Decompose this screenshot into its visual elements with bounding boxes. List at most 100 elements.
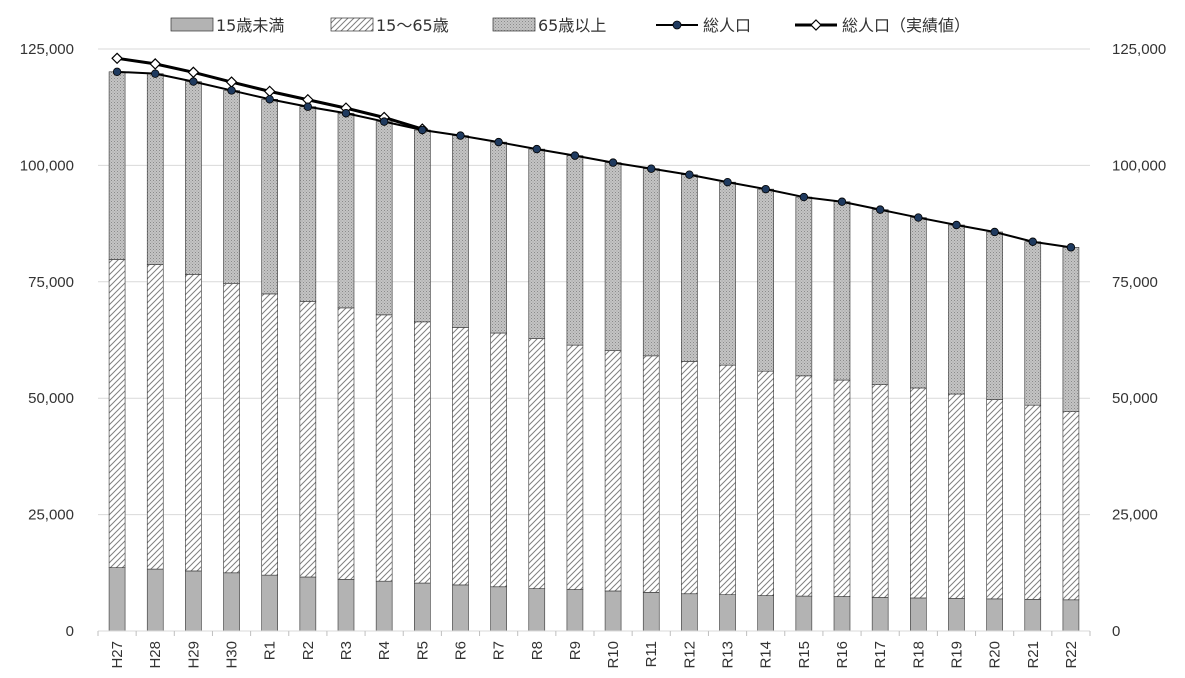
bar-65-plus xyxy=(681,174,698,362)
x-category-label: R11 xyxy=(643,641,660,667)
bar-15-65 xyxy=(375,314,393,582)
y-tick-label: 75,000 xyxy=(28,274,74,291)
total-point xyxy=(837,197,847,206)
bar-15-65 xyxy=(948,393,965,599)
x-category-label: H27 xyxy=(109,641,126,669)
total-point xyxy=(341,109,351,118)
bar-under-15 xyxy=(261,574,278,632)
total-point xyxy=(494,137,503,147)
bar-15-65 xyxy=(185,274,202,572)
x-category-label: R3 xyxy=(338,641,355,660)
bar-under-15 xyxy=(757,595,774,632)
x-category-label: R19 xyxy=(948,641,965,669)
bar-15-65 xyxy=(452,327,469,586)
total-point xyxy=(685,170,694,179)
total-point xyxy=(723,177,732,187)
bar-65-plus xyxy=(146,73,164,265)
bar-15-65 xyxy=(566,344,584,590)
x-category-label: R2 xyxy=(300,641,317,660)
legend-swatch xyxy=(330,17,374,32)
bar-under-15 xyxy=(871,597,889,632)
bar-65-plus xyxy=(795,196,813,377)
total-point xyxy=(227,86,236,95)
legend-marker xyxy=(672,20,682,30)
total-point xyxy=(952,220,961,230)
bar-under-15 xyxy=(986,598,1003,632)
bar-15-65 xyxy=(108,259,126,568)
total-point xyxy=(914,213,923,222)
legend-swatch xyxy=(170,17,214,32)
x-category-label: R14 xyxy=(758,641,775,669)
bar-under-15 xyxy=(490,586,507,632)
bar-65-plus xyxy=(185,81,202,275)
x-category-label: R13 xyxy=(720,641,737,669)
bar-65-plus xyxy=(414,129,431,323)
bar-65-plus xyxy=(375,121,393,316)
y2-tick-label: 0 xyxy=(1112,623,1120,640)
actual-total-point xyxy=(225,76,238,88)
bar-under-15 xyxy=(910,597,927,632)
bar-65-plus xyxy=(757,188,774,372)
x-category-label: R22 xyxy=(1063,641,1080,669)
bar-under-15 xyxy=(642,592,660,632)
x-category-label: R17 xyxy=(872,641,889,669)
bar-65-plus xyxy=(261,98,278,295)
bar-15-65 xyxy=(223,283,240,574)
bar-15-65 xyxy=(719,364,736,595)
x-category-label: R6 xyxy=(452,641,469,660)
bar-65-plus xyxy=(299,106,317,302)
legend-under-15: 15歳未満 xyxy=(170,16,284,35)
x-category-label: R1 xyxy=(262,641,279,660)
actual-total-point xyxy=(111,52,123,65)
y-tick-label: 125,000 xyxy=(20,41,74,58)
bar-65-plus xyxy=(1024,241,1042,406)
total-point xyxy=(379,117,389,126)
legend-marker xyxy=(810,19,822,31)
x-category-label: R5 xyxy=(414,641,431,660)
bar-under-15 xyxy=(795,595,813,632)
bar-under-15 xyxy=(528,588,546,632)
bar-15-65 xyxy=(1024,404,1042,600)
total-point xyxy=(1028,237,1037,246)
bar-65-plus xyxy=(948,224,965,395)
x-category-label: H28 xyxy=(147,641,164,669)
y2-tick-label: 125,000 xyxy=(1112,41,1166,58)
x-category-label: R16 xyxy=(834,641,851,669)
bar-15-65 xyxy=(261,293,278,576)
legend-swatch xyxy=(492,17,536,32)
bar-65-plus xyxy=(910,217,927,389)
bar-65-plus xyxy=(986,231,1003,400)
x-category-label: R4 xyxy=(376,641,393,660)
bar-under-15 xyxy=(1024,599,1042,632)
y2-tick-label: 75,000 xyxy=(1112,274,1158,291)
bar-15-65 xyxy=(604,350,622,592)
bar-15-65 xyxy=(642,355,660,593)
x-category-label: R18 xyxy=(910,641,927,669)
total-point xyxy=(761,184,770,194)
x-category-label: R7 xyxy=(491,641,508,660)
total-line xyxy=(117,70,1072,249)
bar-65-plus xyxy=(719,181,736,366)
total-point xyxy=(265,95,274,104)
total-point xyxy=(990,227,999,237)
legend-label: 総人口（実績値） xyxy=(842,16,970,35)
legend-total: 総人口 xyxy=(656,16,751,35)
bar-15-65 xyxy=(910,387,927,599)
legend-label: 15〜65歳 xyxy=(376,16,449,35)
x-category-label: R12 xyxy=(681,641,698,669)
bar-under-15 xyxy=(452,584,469,632)
total-point xyxy=(570,151,580,160)
total-point xyxy=(112,67,122,77)
bar-under-15 xyxy=(566,589,584,632)
bar-under-15 xyxy=(146,568,164,632)
bar-15-65 xyxy=(528,338,546,589)
bar-65-plus xyxy=(604,162,622,352)
total-point xyxy=(456,131,465,140)
bar-65-plus xyxy=(490,141,507,334)
total-point xyxy=(608,158,618,167)
total-point xyxy=(647,164,656,173)
total-point xyxy=(303,102,313,111)
bar-15-65 xyxy=(871,384,889,598)
x-category-label: R20 xyxy=(987,641,1004,669)
